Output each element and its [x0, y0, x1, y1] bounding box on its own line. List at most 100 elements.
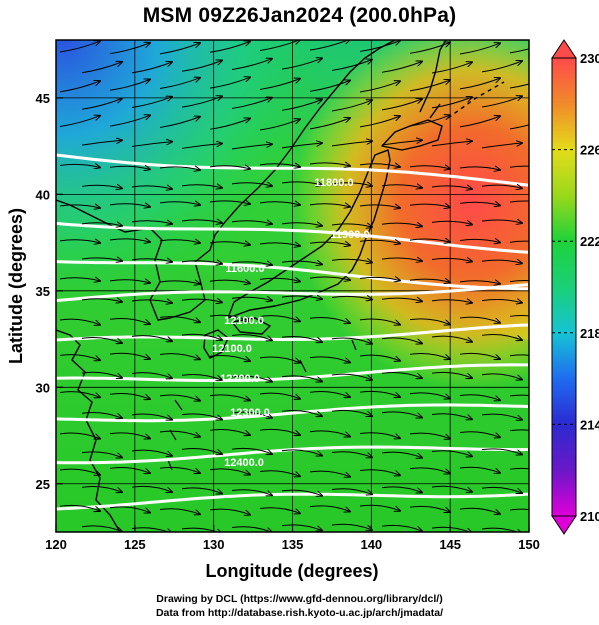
streamline-arrow [81, 411, 122, 418]
streamline-arrow [109, 280, 150, 283]
x-tick-label: 150 [518, 537, 540, 552]
streamline-arrow [281, 182, 322, 185]
streamline-arrow [331, 296, 372, 299]
streamline-arrow [309, 81, 350, 92]
streamline-arrow [181, 220, 222, 223]
streamline-arrow [109, 352, 150, 359]
streamline-arrow [481, 527, 522, 532]
x-tick-label: 135 [282, 537, 304, 552]
streamline-arrow [259, 428, 300, 435]
colorbar-tick-label: 214 [580, 417, 599, 432]
streamline-arrow [181, 96, 222, 108]
streamline-arrow [381, 62, 422, 73]
streamline-arrow [481, 220, 522, 223]
streamline-arrow [481, 448, 522, 455]
streamline-arrow [59, 205, 100, 208]
streamline-arrow [181, 60, 222, 72]
streamline-arrow [209, 314, 250, 321]
streamline-arrow [281, 296, 322, 299]
contour-line [56, 323, 529, 342]
streamline-arrow [409, 43, 450, 54]
streamline-arrow [381, 411, 422, 418]
streamline-arrow [231, 221, 272, 224]
streamline-arrow [159, 202, 200, 205]
streamline-arrow [509, 314, 529, 317]
streamline-arrow [381, 337, 422, 344]
streamline-arrow [209, 354, 250, 361]
streamline-arrow [331, 259, 372, 262]
streamline-arrow [131, 485, 172, 492]
streamline-arrow [281, 409, 322, 416]
streamline-arrow [59, 432, 100, 439]
streamline-arrow [381, 524, 422, 531]
streamline-arrow [259, 470, 300, 477]
contour-label: 11800.0 [314, 177, 353, 189]
streamline-arrow [59, 468, 100, 475]
streamline-arrow [159, 240, 200, 243]
streamline-arrow [359, 504, 400, 511]
streamline-arrow [459, 78, 500, 90]
streamline-arrow [231, 98, 272, 109]
colorbar: 230 226 222 218 214 210 [551, 39, 599, 535]
streamline-arrow [159, 394, 200, 401]
streamline-arrow [181, 527, 222, 532]
streamline-arrow [509, 429, 529, 432]
streamline-arrow [381, 486, 422, 493]
y-tick-label: 25 [36, 477, 50, 492]
streamline-arrow [309, 505, 350, 512]
streamline-arrow [481, 413, 522, 420]
y-axis-label: Latitude (degrees) [6, 208, 26, 364]
streamline-arrow [81, 258, 122, 261]
streamline-arrow [109, 432, 150, 439]
streamline-arrow [131, 372, 172, 379]
colorbar-tick-label: 230 [580, 51, 599, 66]
streamline-arrow [281, 58, 322, 70]
streamline-arrow [59, 41, 100, 53]
contour-line [56, 492, 529, 511]
streamline-arrow [231, 262, 272, 265]
streamline-arrow [431, 141, 472, 147]
streamline-arrow [481, 486, 522, 493]
streamline-arrow [431, 62, 472, 74]
streamline-arrow [259, 164, 300, 167]
streamline-arrow [131, 186, 172, 189]
streamline-arrow [159, 281, 200, 284]
streamline-arrow [81, 485, 122, 492]
streamline-arrow [181, 487, 222, 494]
streamline-arrow [509, 200, 529, 203]
streamline-arrow [159, 43, 200, 55]
colorbar-tick-label: 222 [580, 234, 599, 249]
streamline-arrow [331, 373, 372, 380]
streamline-arrow [309, 430, 350, 437]
streamline-arrow [209, 119, 250, 130]
streamline-arrow [459, 316, 500, 323]
streamline-arrow [109, 392, 150, 399]
streamline-arrow [459, 507, 500, 514]
streamline-arrow [109, 204, 150, 207]
streamline-arrow [59, 318, 100, 325]
streamline-arrow [209, 280, 250, 283]
streamline-arrow [159, 430, 200, 437]
streamline-arrow [231, 489, 272, 496]
streamline-arrow [259, 243, 300, 246]
streamline-arrow [309, 356, 350, 363]
streamline-arrow [309, 277, 350, 280]
streamline-arrow [359, 354, 400, 361]
streamline-arrow [459, 394, 500, 401]
streamline-arrow [281, 100, 322, 111]
streamline-arrow [281, 261, 322, 264]
streamline-arrow [281, 489, 322, 496]
contour-label: 11900.0 [330, 229, 369, 241]
streamline-arrow [431, 485, 472, 492]
streamline-arrow [109, 115, 150, 127]
streamline-arrow [509, 124, 529, 130]
streamline-arrow [431, 186, 472, 189]
streamline-arrow [431, 300, 472, 303]
streamline-arrow [81, 62, 122, 74]
streamline-arrow [131, 142, 172, 147]
streamline-arrow [159, 167, 200, 170]
streamline-arrow [409, 166, 450, 169]
streamline-arrow [231, 334, 272, 341]
streamline-arrow [309, 470, 350, 477]
streamline-arrow [159, 316, 200, 323]
